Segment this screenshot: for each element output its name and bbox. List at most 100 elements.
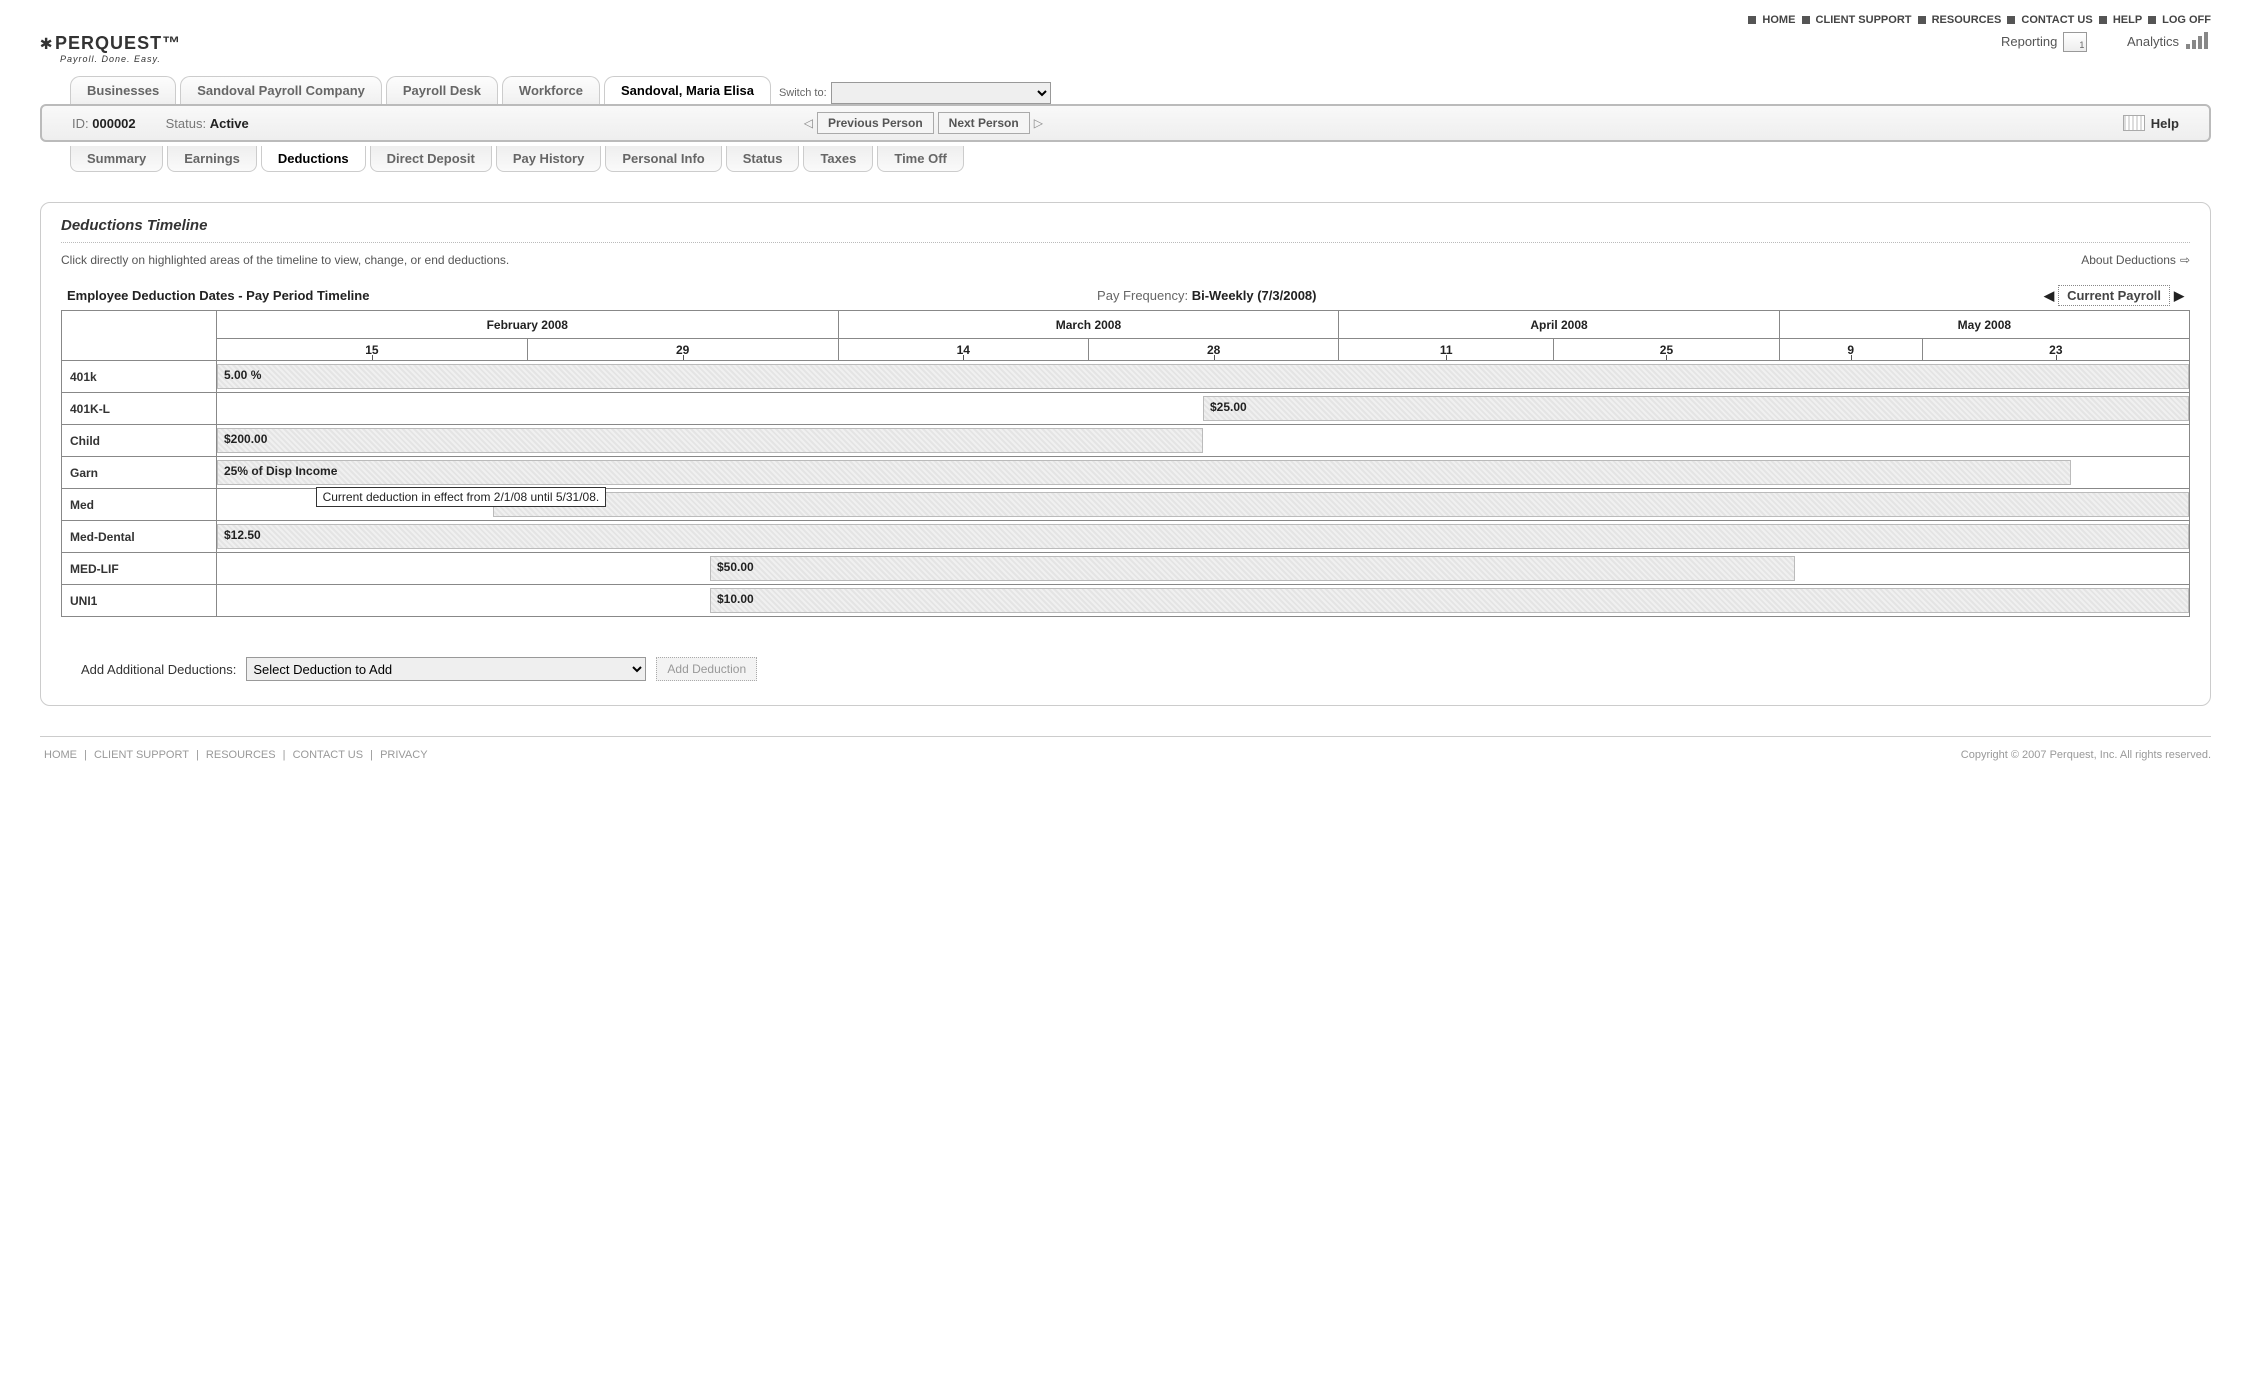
day-header: 28 <box>1088 339 1338 361</box>
deduction-bar[interactable] <box>493 492 2189 517</box>
deduction-label: Garn <box>62 457 217 489</box>
nav-bullet-icon <box>2007 16 2015 24</box>
breadcrumb-sandoval-payroll-company[interactable]: Sandoval Payroll Company <box>180 76 382 104</box>
breadcrumb-sandoval-maria-elisa[interactable]: Sandoval, Maria Elisa <box>604 76 771 104</box>
tab-taxes[interactable]: Taxes <box>803 146 873 172</box>
nav-bullet-icon <box>2099 16 2107 24</box>
timeline-row: MED-LIF $50.00 <box>62 553 2190 585</box>
timeline-title: Employee Deduction Dates - Pay Period Ti… <box>67 288 369 303</box>
breadcrumb-workforce[interactable]: Workforce <box>502 76 600 104</box>
timeline-cell: $200.00 <box>217 425 2190 457</box>
next-person-button[interactable]: Next Person <box>938 112 1030 134</box>
add-deduction-select[interactable]: Select Deduction to Add <box>246 657 646 681</box>
breadcrumb-businesses[interactable]: Businesses <box>70 76 176 104</box>
footer-link-client support[interactable]: CLIENT SUPPORT <box>94 749 189 761</box>
tab-deductions[interactable]: Deductions <box>261 146 366 172</box>
breadcrumb-tabs: BusinessesSandoval Payroll CompanyPayrol… <box>40 76 2211 104</box>
timeline-cell: $10.00 <box>217 585 2190 617</box>
day-header: 11 <box>1339 339 1554 361</box>
deduction-bar[interactable]: $12.50 <box>217 524 2189 549</box>
tab-status[interactable]: Status <box>726 146 800 172</box>
reporting-link[interactable]: Reporting <box>1983 33 2087 48</box>
topnav-log off[interactable]: LOG OFF <box>2162 14 2211 26</box>
topnav-client support[interactable]: CLIENT SUPPORT <box>1816 14 1912 26</box>
deduction-bar[interactable]: 25% of Disp Income <box>217 460 2071 485</box>
day-header: 29 <box>527 339 838 361</box>
nav-bullet-icon <box>1918 16 1926 24</box>
deduction-tooltip: Current deduction in effect from 2/1/08 … <box>316 487 607 507</box>
deduction-bar[interactable]: 5.00 % <box>217 364 2189 389</box>
next-arrow-icon[interactable]: ▷ <box>1034 116 1043 130</box>
timeline-row: UNI1 $10.00 <box>62 585 2190 617</box>
previous-person-button[interactable]: Previous Person <box>817 112 934 134</box>
footer-link-contact us[interactable]: CONTACT US <box>293 749 364 761</box>
tab-time off[interactable]: Time Off <box>877 146 964 172</box>
day-header: 14 <box>838 339 1088 361</box>
sub-tabs: SummaryEarningsDeductionsDirect DepositP… <box>40 146 2211 172</box>
prev-arrow-icon[interactable]: ◁ <box>804 116 813 130</box>
tab-pay history[interactable]: Pay History <box>496 146 602 172</box>
timeline-table: February 2008March 2008April 2008May 200… <box>61 310 2190 617</box>
month-header: March 2008 <box>838 311 1339 339</box>
topnav-help[interactable]: HELP <box>2113 14 2142 26</box>
reporting-icon <box>2063 32 2087 52</box>
footer-link-home[interactable]: HOME <box>44 749 77 761</box>
help-link[interactable]: Help <box>2123 115 2179 131</box>
id-label: ID: <box>72 116 89 131</box>
status-label: Status: <box>166 116 206 131</box>
deduction-label: Med <box>62 489 217 521</box>
footer-link-resources[interactable]: RESOURCES <box>206 749 276 761</box>
deduction-bar[interactable]: $50.00 <box>710 556 1795 581</box>
brand-logo: ✱PERQUEST™ Payroll. Done. Easy. <box>40 30 181 64</box>
topnav-resources[interactable]: RESOURCES <box>1932 14 2002 26</box>
switch-to: Switch to: <box>779 82 1051 104</box>
timeline-cell: 25% of Disp Income <box>217 457 2190 489</box>
breadcrumb-payroll-desk[interactable]: Payroll Desk <box>386 76 498 104</box>
switch-to-select[interactable] <box>831 82 1051 104</box>
tab-earnings[interactable]: Earnings <box>167 146 257 172</box>
deduction-label: UNI1 <box>62 585 217 617</box>
timeline-cell: $50.00 <box>217 553 2190 585</box>
timeline-cell: $12.50 <box>217 521 2190 553</box>
deduction-bar[interactable]: $10.00 <box>710 588 2189 613</box>
footer-link-privacy[interactable]: PRIVACY <box>380 749 427 761</box>
topnav-contact us[interactable]: CONTACT US <box>2021 14 2092 26</box>
timeline-prev-icon[interactable]: ◀ <box>2044 288 2054 304</box>
current-payroll-button[interactable]: Current Payroll <box>2058 285 2170 306</box>
day-header: 25 <box>1554 339 1780 361</box>
help-icon <box>2123 115 2145 131</box>
id-value: 000002 <box>92 116 135 131</box>
deduction-label: Child <box>62 425 217 457</box>
timeline-cell: 5.00 % <box>217 361 2190 393</box>
timeline-row: Med Current deduction in effect from 2/1… <box>62 489 2190 521</box>
arrow-right-icon: ⇨ <box>2180 253 2190 267</box>
month-header: February 2008 <box>217 311 839 339</box>
deduction-label: MED-LIF <box>62 553 217 585</box>
timeline-row: Med-Dental $12.50 <box>62 521 2190 553</box>
deduction-bar[interactable]: $25.00 <box>1203 396 2189 421</box>
tab-direct deposit[interactable]: Direct Deposit <box>370 146 492 172</box>
tools-row: Reporting Analytics <box>1965 30 2211 53</box>
brand-name: PERQUEST <box>55 33 162 53</box>
about-deductions-link[interactable]: About Deductions ⇨ <box>2081 253 2190 267</box>
copyright: Copyright © 2007 Perquest, Inc. All righ… <box>1961 749 2211 761</box>
day-header: 23 <box>1922 339 2189 361</box>
deduction-bar[interactable]: $200.00 <box>217 428 1203 453</box>
top-nav: HOME CLIENT SUPPORT RESOURCES CONTACT US… <box>40 10 2211 30</box>
timeline-next-icon[interactable]: ▶ <box>2174 288 2184 304</box>
topnav-home[interactable]: HOME <box>1762 14 1795 26</box>
timeline-cell: $25.00 <box>217 393 2190 425</box>
month-header: May 2008 <box>1779 311 2189 339</box>
panel-note: Click directly on highlighted areas of t… <box>61 253 509 267</box>
month-header: April 2008 <box>1339 311 1779 339</box>
panel-title: Deductions Timeline <box>61 217 2190 243</box>
timeline-row: Garn 25% of Disp Income <box>62 457 2190 489</box>
analytics-link[interactable]: Analytics <box>2109 33 2211 48</box>
tab-personal info[interactable]: Personal Info <box>605 146 721 172</box>
tab-summary[interactable]: Summary <box>70 146 163 172</box>
logo-icon: ✱ <box>40 30 53 54</box>
add-deductions-label: Add Additional Deductions: <box>81 662 236 677</box>
status-value: Active <box>210 116 249 131</box>
pay-frequency: Pay Frequency: Bi-Weekly (7/3/2008) <box>1097 288 1316 303</box>
add-deduction-button[interactable]: Add Deduction <box>656 657 757 681</box>
